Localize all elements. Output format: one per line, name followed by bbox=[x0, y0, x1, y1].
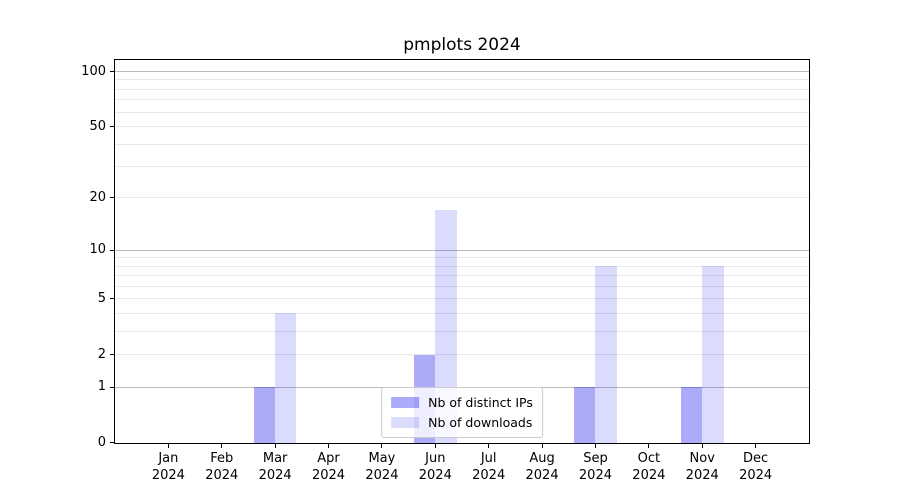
x-tick-jun bbox=[434, 444, 436, 448]
x-tick-label-year: 2024 bbox=[258, 468, 292, 483]
y-gridline-minor-6 bbox=[115, 285, 809, 287]
bar-distinct-ips-nov bbox=[680, 387, 703, 443]
y-gridline-minor-40 bbox=[115, 143, 809, 145]
x-tick-label-oct: Oct 2024 bbox=[621, 450, 677, 484]
y-gridline-minor-20 bbox=[115, 197, 809, 199]
legend-label-downloads: Nb of downloads bbox=[428, 415, 533, 430]
x-tick-label-year: 2024 bbox=[472, 468, 506, 483]
legend-swatch-downloads bbox=[391, 417, 420, 428]
x-tick-label-month: Apr bbox=[317, 451, 340, 466]
x-tick-label-year: 2024 bbox=[418, 468, 452, 483]
x-tick-label-month: Jun bbox=[425, 451, 446, 466]
x-tick-label-nov: Nov 2024 bbox=[674, 450, 730, 484]
legend: Nb of distinct IPs Nb of downloads bbox=[381, 387, 543, 438]
y-tick-50 bbox=[110, 126, 114, 128]
x-tick-label-year: 2024 bbox=[311, 468, 346, 483]
x-tick-label-month: Sep bbox=[583, 451, 608, 466]
x-tick-apr bbox=[328, 444, 330, 448]
legend-row-distinct-ips: Nb of distinct IPs bbox=[391, 393, 533, 412]
y-gridline-minor-50 bbox=[115, 126, 809, 128]
y-tick-1 bbox=[110, 386, 114, 388]
y-tick-5 bbox=[110, 298, 114, 300]
y-tick-label-0: 0 bbox=[97, 435, 106, 450]
x-tick-label-year: 2024 bbox=[685, 468, 719, 483]
y-tick-label-5: 5 bbox=[97, 290, 106, 306]
legend-label-distinct-ips: Nb of distinct IPs bbox=[428, 395, 533, 410]
x-tick-label-month: Aug bbox=[529, 451, 555, 466]
x-tick-label-apr: Apr 2024 bbox=[301, 450, 357, 484]
x-tick-jul bbox=[488, 444, 490, 448]
x-tick-label-jan: Jan 2024 bbox=[140, 450, 196, 484]
x-tick-oct bbox=[648, 444, 650, 448]
x-tick-label-year: 2024 bbox=[205, 468, 239, 483]
x-tick-label-month: Nov bbox=[689, 451, 715, 466]
legend-swatch-distinct-ips bbox=[391, 397, 420, 408]
x-tick-label-year: 2024 bbox=[525, 468, 559, 483]
y-tick-label-2: 2 bbox=[97, 346, 106, 362]
x-tick-label-feb: Feb 2024 bbox=[194, 450, 250, 484]
y-gridline-minor-3 bbox=[115, 330, 809, 332]
y-gridline-minor-5 bbox=[115, 298, 809, 300]
x-tick-label-month: Oct bbox=[637, 451, 661, 466]
x-tick-label-dec: Dec 2024 bbox=[728, 450, 784, 484]
x-tick-label-month: Dec bbox=[743, 451, 769, 466]
x-tick-label-month: Jan bbox=[158, 451, 179, 466]
chart-title: pmplots 2024 bbox=[403, 35, 521, 55]
y-gridline-minor-60 bbox=[115, 111, 809, 113]
y-gridline-minor-8 bbox=[115, 265, 809, 267]
y-gridline-minor-9 bbox=[115, 257, 809, 259]
bar-downloads-sep bbox=[595, 266, 617, 443]
x-tick-jan bbox=[167, 444, 169, 448]
y-gridline-minor-90 bbox=[115, 79, 809, 81]
y-gridline-minor-4 bbox=[115, 312, 809, 314]
x-tick-label-mar: Mar 2024 bbox=[247, 450, 303, 484]
x-tick-label-year: 2024 bbox=[739, 468, 773, 483]
y-tick-20 bbox=[110, 197, 114, 199]
y-gridline-major-10 bbox=[115, 249, 809, 251]
x-tick-sep bbox=[594, 444, 596, 448]
x-tick-label-year: 2024 bbox=[151, 468, 185, 483]
x-tick-label-year: 2024 bbox=[578, 468, 612, 483]
x-tick-nov bbox=[701, 444, 703, 448]
y-gridline-minor-2 bbox=[115, 354, 809, 356]
x-tick-label-jul: Jul 2024 bbox=[461, 450, 517, 484]
bar-downloads-jun bbox=[435, 210, 457, 443]
y-tick-2 bbox=[110, 354, 114, 356]
y-gridline-minor-7 bbox=[115, 275, 809, 277]
y-tick-10 bbox=[110, 249, 114, 251]
bar-downloads-mar bbox=[275, 313, 297, 443]
bar-distinct-ips-sep bbox=[574, 387, 596, 443]
bar-downloads-nov bbox=[702, 266, 724, 443]
bar-distinct-ips-mar bbox=[253, 387, 276, 443]
y-tick-label-10: 10 bbox=[89, 242, 106, 257]
legend-row-downloads: Nb of downloads bbox=[391, 413, 533, 432]
y-tick-label-1: 1 bbox=[97, 379, 106, 395]
x-tick-label-jun: Jun 2024 bbox=[407, 450, 463, 484]
y-gridline-major-100 bbox=[115, 71, 809, 73]
x-tick-label-year: 2024 bbox=[632, 468, 666, 483]
x-tick-label-may: May 2024 bbox=[354, 450, 410, 484]
x-tick-label-year: 2024 bbox=[365, 468, 399, 483]
y-tick-label-50: 50 bbox=[89, 118, 106, 134]
x-tick-label-month: May bbox=[368, 451, 396, 466]
plot-area: 0 1 2 5 10 20 50 100 Jan 2024 Feb 2024 Mar 2024 Apr 202… bbox=[81, 59, 810, 483]
x-tick-label-month: Jul bbox=[480, 451, 497, 466]
x-tick-mar bbox=[274, 444, 276, 448]
y-tick-0 bbox=[110, 442, 114, 443]
y-tick-100 bbox=[110, 71, 114, 73]
x-tick-feb bbox=[221, 444, 223, 448]
y-gridline-minor-70 bbox=[115, 99, 809, 101]
x-tick-label-sep: Sep 2024 bbox=[567, 450, 623, 484]
y-tick-label-100: 100 bbox=[81, 63, 106, 79]
x-tick-may bbox=[381, 444, 383, 448]
y-gridline-minor-80 bbox=[115, 88, 809, 90]
x-tick-label-month: Feb bbox=[210, 451, 234, 466]
x-tick-label-aug: Aug 2024 bbox=[514, 450, 570, 484]
x-tick-dec bbox=[755, 444, 757, 448]
y-tick-label-20: 20 bbox=[89, 189, 106, 205]
x-tick-label-month: Mar bbox=[262, 451, 288, 466]
x-tick-aug bbox=[541, 444, 543, 448]
y-gridline-minor-30 bbox=[115, 166, 809, 168]
